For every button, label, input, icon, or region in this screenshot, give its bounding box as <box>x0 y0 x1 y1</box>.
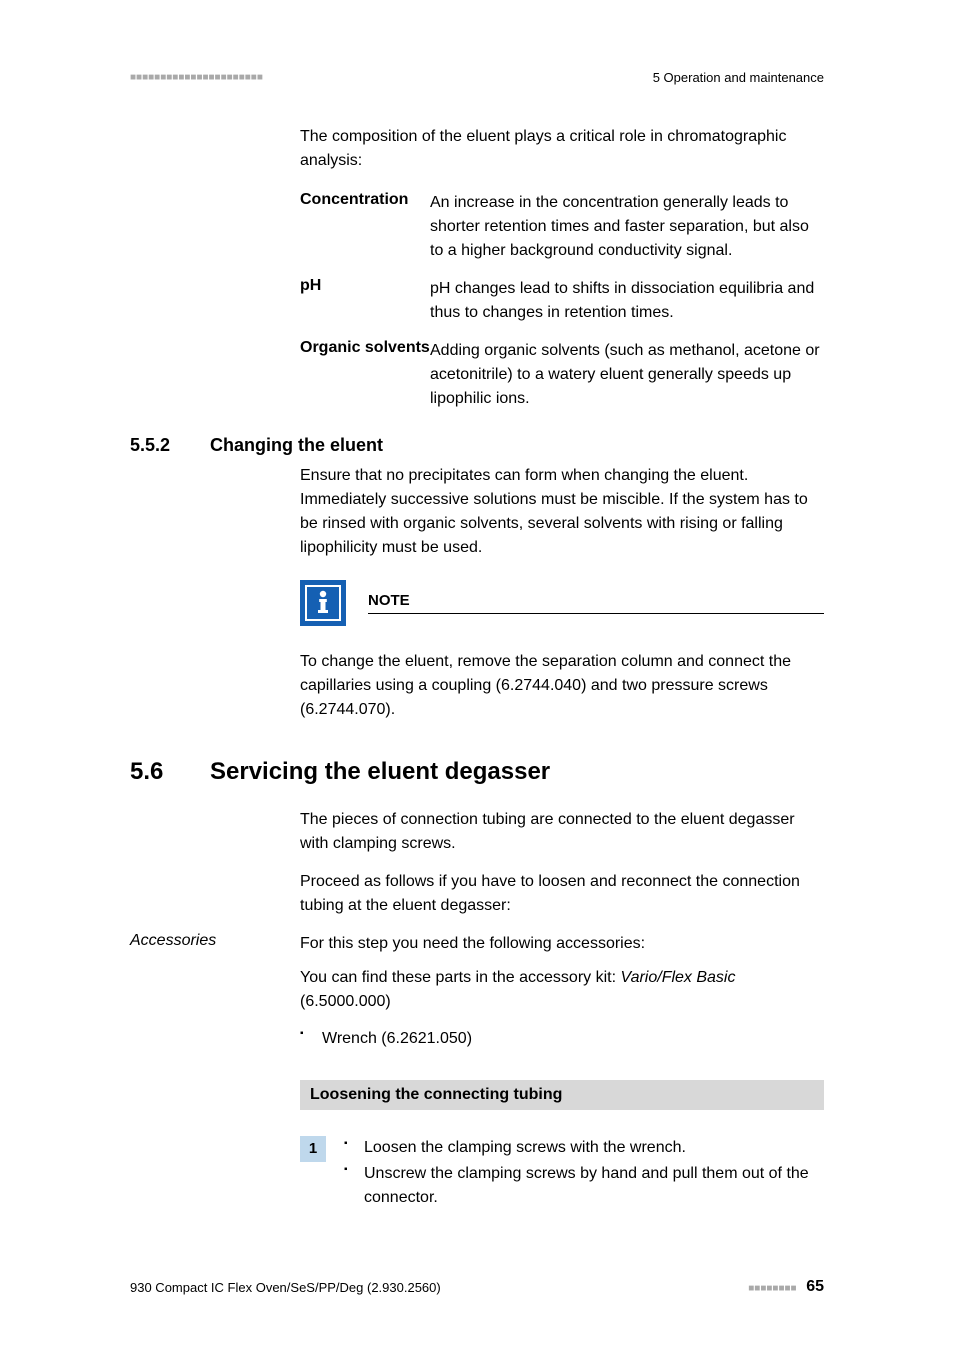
note-box: NOTE To change the eluent, remove the se… <box>300 580 824 722</box>
step-list: Loosen the clamping screws with the wren… <box>344 1136 824 1210</box>
info-glyph-icon <box>313 590 333 616</box>
heading-text: Changing the eluent <box>210 435 383 456</box>
def-term: Concentration <box>300 191 430 263</box>
info-icon <box>300 580 346 626</box>
note-label-wrap: NOTE <box>368 592 824 614</box>
accessory-list: Wrench (6.2621.050) <box>300 1026 824 1052</box>
heading-number: 5.5.2 <box>130 435 210 456</box>
info-icon-inner <box>305 585 341 621</box>
note-header: NOTE <box>300 580 824 626</box>
paragraph: Ensure that no precipitates can form whe… <box>300 464 824 560</box>
list-item: Wrench (6.2621.050) <box>300 1026 824 1052</box>
intro-paragraph: The composition of the eluent plays a cr… <box>300 125 824 173</box>
body-column: The pieces of connection tubing are conn… <box>300 808 824 918</box>
def-row-organic: Organic solvents Adding organic solvents… <box>300 339 824 411</box>
header-chapter: 5 Operation and maintenance <box>653 70 824 85</box>
heading-5-6: 5.6 Servicing the eluent degasser <box>130 758 824 786</box>
footer: 930 Compact IC Flex Oven/SeS/PP/Deg (2.9… <box>130 1278 824 1296</box>
footer-right: ■■■■■■■■ 65 <box>748 1278 824 1296</box>
footer-dots: ■■■■■■■■ <box>748 1283 796 1294</box>
heading-number: 5.6 <box>130 758 210 786</box>
accessories-row: Accessories For this step you need the f… <box>130 932 824 1020</box>
def-row-concentration: Concentration An increase in the concent… <box>300 191 824 263</box>
step-row: 1 Loosen the clamping screws with the wr… <box>300 1136 824 1212</box>
note-rule <box>368 613 824 614</box>
def-text: Adding organic solvents (such as methano… <box>430 339 824 411</box>
header-dots-left: ■■■■■■■■■■■■■■■■■■■■■■ <box>130 72 263 83</box>
body-column: The composition of the eluent plays a cr… <box>300 125 824 411</box>
paragraph: You can find these parts in the accessor… <box>300 966 824 1014</box>
def-text: An increase in the concentration general… <box>430 191 824 263</box>
kit-name: Vario/Flex Basic <box>620 969 735 986</box>
header-bar: ■■■■■■■■■■■■■■■■■■■■■■ 5 Operation and m… <box>130 70 824 85</box>
page: ■■■■■■■■■■■■■■■■■■■■■■ 5 Operation and m… <box>0 0 954 1350</box>
step-body: Loosen the clamping screws with the wren… <box>344 1136 824 1212</box>
list-item: Unscrew the clamping screws by hand and … <box>344 1162 824 1210</box>
footer-left: 930 Compact IC Flex Oven/SeS/PP/Deg (2.9… <box>130 1280 441 1295</box>
step-number: 1 <box>300 1136 326 1162</box>
note-label: NOTE <box>368 592 824 613</box>
paragraph: For this step you need the following acc… <box>300 932 824 956</box>
procedure-title: Loosening the connecting tubing <box>300 1080 824 1110</box>
text-run: (6.5000.000) <box>300 993 391 1010</box>
heading-5-5-2: 5.5.2 Changing the eluent <box>130 435 824 456</box>
sidenote-accessories: Accessories <box>130 932 300 1020</box>
def-row-ph: pH pH changes lead to shifts in dissocia… <box>300 277 824 325</box>
def-term: Organic solvents <box>300 339 430 411</box>
def-text: pH changes lead to shifts in dissociatio… <box>430 277 824 325</box>
heading-text: Servicing the eluent degasser <box>210 758 550 786</box>
note-text: To change the eluent, remove the separat… <box>300 650 824 722</box>
paragraph: The pieces of connection tubing are conn… <box>300 808 824 856</box>
def-term: pH <box>300 277 430 325</box>
page-number: 65 <box>806 1278 824 1295</box>
text-run: You can find these parts in the accessor… <box>300 969 620 986</box>
list-item: Loosen the clamping screws with the wren… <box>344 1136 824 1160</box>
paragraph: Proceed as follows if you have to loosen… <box>300 870 824 918</box>
sidenote-body: For this step you need the following acc… <box>300 932 824 1020</box>
body-column: Ensure that no precipitates can form whe… <box>300 464 824 560</box>
